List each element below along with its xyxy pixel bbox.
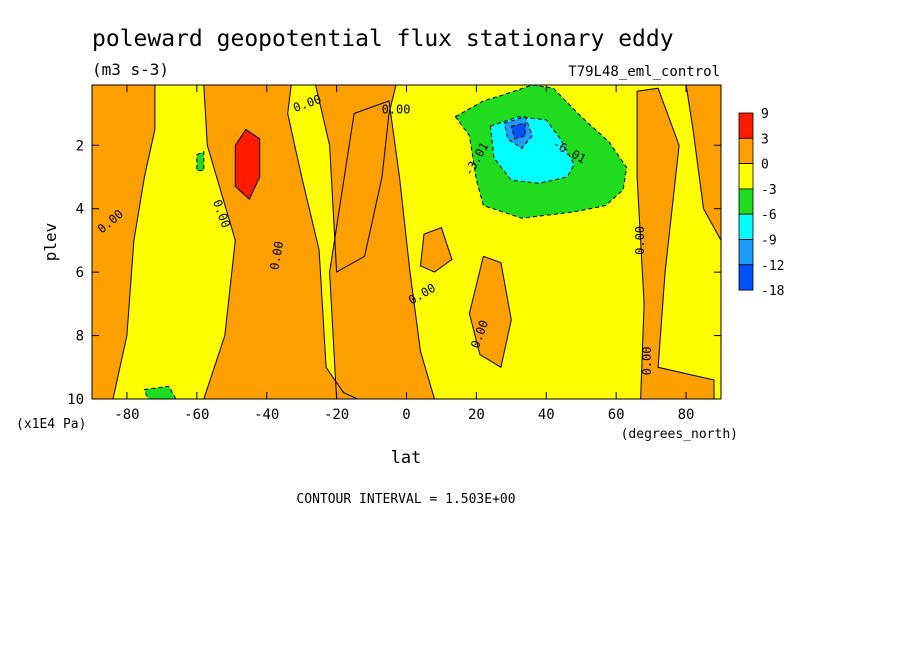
colorbar-swatch [738, 112, 754, 139]
y-tick-label: 8 [76, 329, 84, 345]
contour-line [489, 116, 575, 184]
plot-area [92, 85, 721, 399]
region-3 [469, 256, 512, 368]
contour-line [329, 100, 436, 399]
contour-line [234, 128, 261, 201]
contour-line [315, 85, 397, 273]
x-axis-label: lat [391, 448, 422, 468]
colorbar-label: -18 [761, 284, 784, 299]
contour-line [419, 227, 453, 273]
x-axis-units: (degrees_north) [621, 427, 738, 442]
x-tick-label: 0 [402, 407, 410, 423]
y-axis-units: (x1E4 Pa) [16, 417, 86, 432]
contour-line [503, 116, 533, 150]
axis-ticks: -80 -60 -40 -20 0 20 40 60 80 2 4 6 8 10 [67, 85, 721, 423]
colorbar-swatch [738, 239, 754, 266]
region-3 [329, 100, 435, 399]
contour-line [468, 255, 512, 369]
units-label: (m3 s-3) [92, 60, 169, 79]
colorbar-label: 0 [761, 158, 769, 173]
y-tick-label: 4 [76, 202, 84, 218]
contour-line [636, 87, 715, 399]
colorbar-label: -3 [761, 183, 777, 198]
contour-label: 0.00 [633, 226, 647, 255]
y-axis-label: plev [41, 223, 60, 262]
contour-label: 0.00 [382, 103, 411, 117]
region--3 [144, 386, 176, 399]
x-tick-label: 40 [538, 407, 555, 423]
x-tick-label: -60 [184, 407, 209, 423]
contour-line [196, 150, 205, 172]
y-tick-label: 2 [76, 138, 84, 154]
region-3 [637, 88, 714, 399]
x-tick-label: -80 [114, 407, 139, 423]
colorbar-label: -12 [761, 259, 784, 274]
region-3 [686, 85, 721, 241]
contour-line [510, 122, 526, 140]
contour-interval: CONTOUR INTERVAL = 1.503E+00 [296, 492, 515, 507]
x-tick-label: 20 [468, 407, 485, 423]
region--3 [196, 151, 204, 171]
region-9 [235, 129, 260, 200]
contour-lines [92, 85, 721, 399]
colorbar-label: 9 [761, 107, 769, 122]
contour-line [143, 385, 177, 399]
contour-line [92, 85, 156, 399]
region-3 [92, 85, 155, 399]
contour-label: 0.00 [640, 346, 654, 375]
x-tick-label: -20 [324, 407, 349, 423]
colorbar-label: -9 [761, 234, 777, 249]
y-tick-label: 6 [76, 265, 84, 281]
colorbar-swatch [738, 137, 754, 165]
run-label: T79L48_eml_control [568, 64, 720, 80]
x-tick-label: 80 [678, 407, 695, 423]
colorbar-swatch [738, 188, 754, 215]
region-3 [420, 227, 452, 273]
colorbar-swatch [738, 264, 754, 291]
x-tick-label: -40 [254, 407, 279, 423]
contour-line [685, 85, 721, 241]
contour-line [454, 85, 628, 219]
region--12 [511, 123, 526, 139]
contour-line [203, 85, 358, 399]
colorbar-swatch [738, 163, 754, 190]
x-tick-label: 60 [608, 407, 625, 423]
colorbar-label: -6 [761, 208, 777, 223]
colorbar-swatch [738, 213, 754, 240]
colorbar-label: 3 [761, 132, 769, 147]
y-tick-label: 10 [67, 392, 84, 408]
chart-title: poleward geopotential flux stationary ed… [92, 26, 674, 52]
contour-label: 0.00 [267, 240, 286, 271]
colorbar-legend: 9 3 0 -3 -6 -9 -12 -18 [738, 107, 784, 299]
